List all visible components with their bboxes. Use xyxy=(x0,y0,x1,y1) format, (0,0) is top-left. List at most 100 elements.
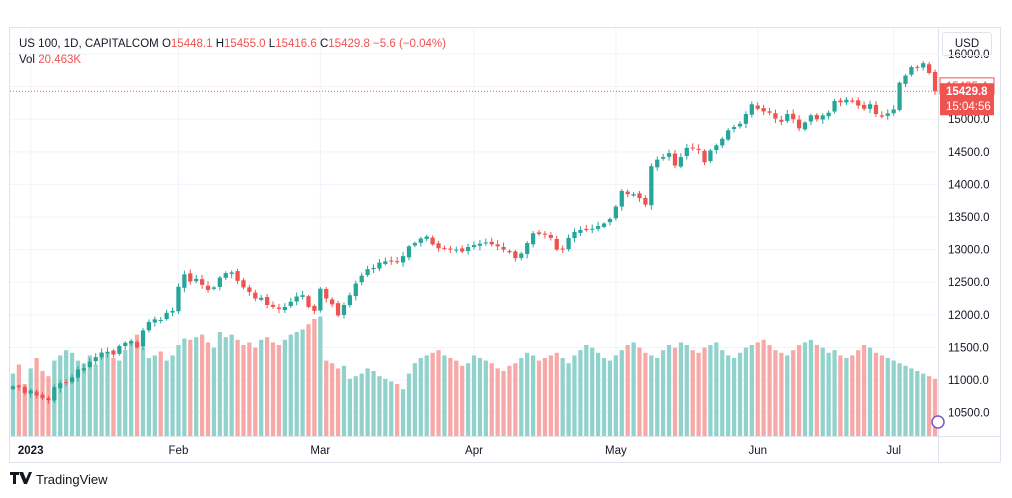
brand-name: TradingView xyxy=(36,472,108,487)
volume-bar xyxy=(129,342,134,436)
candle-body xyxy=(253,292,258,299)
close-value: 15429.8 xyxy=(328,38,370,50)
candle-body xyxy=(832,100,837,112)
candle-body xyxy=(235,271,240,281)
candle-body xyxy=(731,127,737,130)
volume-bar xyxy=(903,365,908,436)
candle-body xyxy=(796,119,802,129)
volume-bar xyxy=(832,350,837,436)
volume-bar xyxy=(418,358,423,436)
volume-bar xyxy=(785,355,790,436)
volume-bar xyxy=(643,352,648,436)
candle-body xyxy=(637,193,642,199)
candle-body xyxy=(383,261,388,264)
volume-bar xyxy=(708,345,713,436)
volume-bar xyxy=(40,371,45,436)
x-tick-label: May xyxy=(605,445,627,457)
candle-body xyxy=(477,243,483,246)
volume-bar xyxy=(22,384,27,436)
candle-body xyxy=(696,148,701,150)
y-tick-label: 11000.0 xyxy=(948,375,989,387)
candle-body xyxy=(708,150,713,162)
volume-bar xyxy=(672,347,678,436)
event-marker-icon xyxy=(931,415,945,429)
volume-bar xyxy=(424,355,429,436)
candle-body xyxy=(270,304,276,307)
y-tick-label: 15000.0 xyxy=(948,114,990,126)
volume-bar xyxy=(134,334,140,436)
candles xyxy=(10,61,938,404)
low-label: L xyxy=(268,38,276,50)
volume-bar xyxy=(873,352,879,436)
volume-bar xyxy=(389,381,394,436)
time-axis[interactable]: 2023 Feb Mar Apr May Jun Jul xyxy=(18,445,901,457)
volume-bar xyxy=(649,355,654,436)
volume-bar xyxy=(377,376,382,436)
candle-body xyxy=(335,303,341,316)
volume-bar xyxy=(477,358,483,436)
candle-body xyxy=(661,157,666,159)
candle-body xyxy=(176,286,181,312)
candle-body xyxy=(761,108,766,112)
candle-body xyxy=(199,279,205,285)
candle-body xyxy=(40,394,45,399)
volume-bar xyxy=(743,347,749,436)
candle-body xyxy=(465,246,471,252)
volume-bar xyxy=(601,358,607,436)
candle-body xyxy=(530,233,536,245)
candle-body xyxy=(548,234,553,238)
volume-bar xyxy=(347,378,353,436)
countdown-value: 15:04:56 xyxy=(946,101,991,113)
candle-body xyxy=(341,304,347,315)
candle-body xyxy=(802,122,808,130)
volume-bar xyxy=(371,371,376,436)
candle-body xyxy=(205,285,211,291)
candle-body xyxy=(69,377,75,383)
candle-body xyxy=(324,288,329,299)
candle-body xyxy=(400,256,406,263)
volume-bar xyxy=(791,350,796,436)
candle-body xyxy=(702,150,707,163)
volume-bar xyxy=(856,350,861,436)
candle-body xyxy=(867,104,873,109)
volume-bar xyxy=(796,345,802,436)
candle-body xyxy=(211,287,217,289)
volume-bar xyxy=(714,342,719,436)
candle-body xyxy=(856,100,861,106)
candle-body xyxy=(584,228,589,231)
volume-bar xyxy=(288,334,293,436)
volume-bar xyxy=(270,342,276,436)
volume-bar xyxy=(921,373,926,436)
tradingview-brand[interactable]: TradingView xyxy=(10,472,108,487)
candle-body xyxy=(672,153,678,166)
candle-body xyxy=(264,297,270,305)
chart-frame xyxy=(9,27,1001,463)
volume-bar xyxy=(625,345,630,436)
volume-bar xyxy=(495,368,500,436)
volume-bar xyxy=(330,363,335,436)
volume-bar xyxy=(678,342,684,436)
volume-bar xyxy=(312,319,317,436)
candle-body xyxy=(330,299,335,305)
volume-bar xyxy=(554,352,559,436)
candle-body xyxy=(578,230,583,233)
candle-body xyxy=(282,306,287,311)
volume-bar xyxy=(294,332,299,436)
volume-bar xyxy=(879,355,884,436)
candle-body xyxy=(259,297,264,300)
candle-body xyxy=(229,272,234,274)
volume-bar xyxy=(814,345,819,436)
volume-label[interactable]: Vol xyxy=(19,54,35,66)
volume-bar xyxy=(737,352,743,436)
volume-bar xyxy=(590,347,595,436)
volume-bar xyxy=(808,339,814,436)
candle-body xyxy=(678,157,684,167)
currency-button[interactable]: USD xyxy=(942,32,992,56)
volume-bar xyxy=(146,358,152,436)
x-tick-label: Mar xyxy=(310,445,330,457)
candle-body xyxy=(927,64,932,73)
symbol-title[interactable]: US 100, 1D, CAPITALCOM xyxy=(19,38,159,50)
volume-bar xyxy=(188,339,193,436)
y-tick-label: 14000.0 xyxy=(948,179,990,191)
